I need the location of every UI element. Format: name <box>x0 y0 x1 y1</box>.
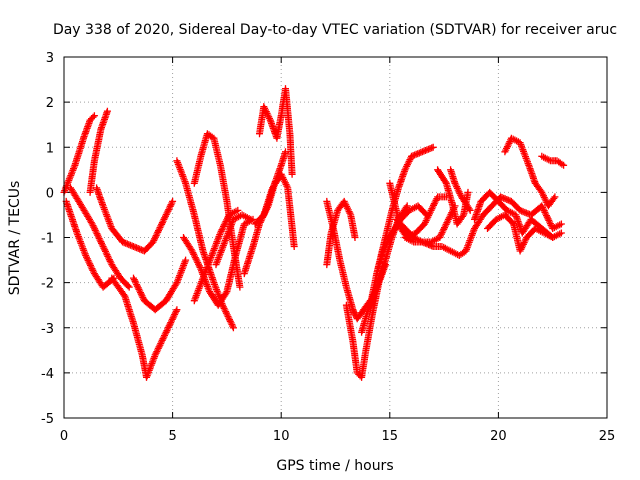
data-point-markers <box>67 184 133 291</box>
y-tick-label: 2 <box>46 96 54 111</box>
chart-title: Day 338 of 2020, Sidereal Day-to-day VTE… <box>53 22 617 38</box>
series-arc-07 <box>130 256 190 314</box>
plot-frame <box>63 56 608 419</box>
data-point-markers <box>180 215 257 309</box>
data-point-markers <box>323 197 359 269</box>
x-tick-label: 10 <box>273 429 290 444</box>
y-tick-label: -3 <box>41 322 54 337</box>
series-arc-29 <box>462 193 565 255</box>
x-tick-label: 25 <box>599 429 616 444</box>
series-arc-06 <box>108 274 181 381</box>
y-tick-label: -4 <box>41 367 54 382</box>
x-tick-label: 5 <box>168 429 176 444</box>
data-point-markers <box>447 166 474 214</box>
y-tick-label: 3 <box>46 51 54 66</box>
series-arc-03 <box>67 184 133 291</box>
y-tick-label: -1 <box>41 232 54 247</box>
series-arc-08 <box>173 157 237 332</box>
data-point-markers <box>93 184 177 255</box>
data-point-markers <box>108 274 181 381</box>
series-arc-11 <box>190 206 242 305</box>
data-point-markers <box>401 234 470 259</box>
data-point-markers <box>130 256 190 314</box>
y-tick-label: 0 <box>46 186 54 201</box>
series-arc-10 <box>180 215 257 309</box>
series-arc-04 <box>86 107 111 196</box>
data-point-markers <box>251 170 298 250</box>
y-tick-label: -2 <box>41 277 54 292</box>
y-tick-label: 1 <box>46 141 54 156</box>
data-point-markers <box>462 193 565 255</box>
x-tick-label: 0 <box>60 429 68 444</box>
series-arc-24 <box>401 234 470 259</box>
data-point-markers <box>484 211 557 255</box>
series-arc-16 <box>323 197 359 269</box>
data-point-markers <box>86 107 111 196</box>
y-axis-label: SDTVAR / TECUs <box>7 181 23 296</box>
x-axis-label: GPS time / hours <box>276 458 393 474</box>
data-point-markers <box>501 134 559 210</box>
data-point-markers <box>538 152 568 169</box>
data-point-markers <box>323 197 374 323</box>
data-point-markers <box>190 206 242 305</box>
x-tick-label: 20 <box>490 429 507 444</box>
data-points <box>60 85 568 381</box>
data-point-markers <box>173 157 237 332</box>
data-point-markers <box>62 197 118 291</box>
series-arc-17 <box>323 197 374 323</box>
series-arc-14 <box>251 170 298 250</box>
series-arc-28 <box>484 211 557 255</box>
y-tick-label: -5 <box>41 412 54 427</box>
data-point-markers <box>212 211 255 269</box>
series-arc-31 <box>538 152 568 169</box>
series-arc-30 <box>501 134 559 210</box>
series-arc-05 <box>93 184 177 255</box>
series-arc-12 <box>212 211 255 269</box>
series-arc-15 <box>256 85 296 178</box>
series-arc-26 <box>447 166 474 214</box>
data-point-markers <box>256 85 296 178</box>
x-tick-label: 15 <box>382 429 399 444</box>
series-arc-02 <box>62 197 118 291</box>
